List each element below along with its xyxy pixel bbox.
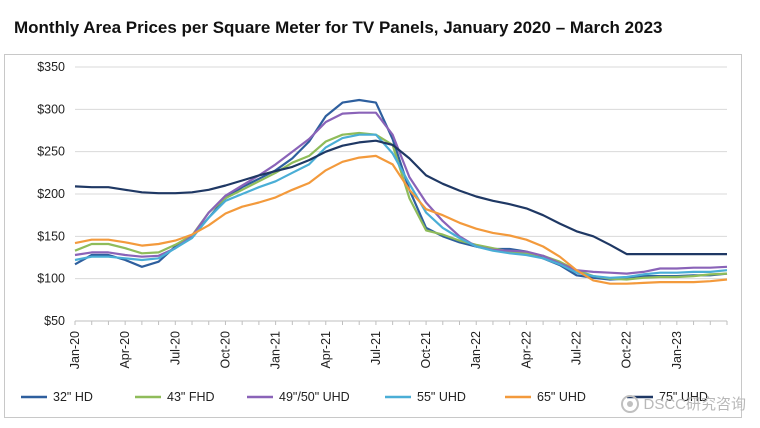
x-tick-label: Apr-22 <box>519 331 533 369</box>
legend-label: 49"/50" UHD <box>279 390 350 404</box>
watermark-text: DSCC研究咨询 <box>643 396 746 413</box>
x-tick-label: Oct-22 <box>620 331 634 369</box>
x-tick-label: Apr-20 <box>118 331 132 369</box>
legend-label: 75" UHD <box>659 390 708 404</box>
legend-label: 32" HD <box>53 390 93 404</box>
legend-label: 55" UHD <box>417 390 466 404</box>
legend-label: 43" FHD <box>167 390 215 404</box>
y-tick-label: $50 <box>44 314 65 328</box>
series-line <box>74 133 728 279</box>
y-tick-label: $150 <box>37 229 65 243</box>
chart-title: Monthly Area Prices per Square Meter for… <box>14 18 663 37</box>
x-tick-label: Oct-21 <box>419 331 433 369</box>
y-tick-label: $350 <box>37 60 65 74</box>
series-line <box>74 131 728 281</box>
x-tick-label: Jan-22 <box>469 331 483 369</box>
x-tick-label: Jul-21 <box>369 331 383 365</box>
y-tick-label: $200 <box>37 187 65 201</box>
wechat-icon <box>621 394 640 413</box>
y-tick-label: $250 <box>37 145 65 159</box>
series-line <box>74 98 728 281</box>
chart-frame: $350 $300 $250 $200 $150 $100 $50 Jan-20 Apr-20 J… <box>4 54 742 418</box>
x-tick-label: Jul-20 <box>168 331 182 365</box>
x-tick-label: Apr-21 <box>319 331 333 369</box>
x-tick-label: Oct-20 <box>218 331 232 369</box>
series-line <box>74 139 727 256</box>
series-line <box>74 154 728 285</box>
x-tick-label: Jan-20 <box>68 331 82 369</box>
y-tick-label: $100 <box>37 272 65 286</box>
x-tick-label: Jul-22 <box>570 331 584 365</box>
x-tick-label: Jan-23 <box>670 331 684 369</box>
y-tick-label: $300 <box>37 102 65 116</box>
legend-label: 65" UHD <box>537 390 586 404</box>
x-tick-label: Jan-21 <box>269 331 283 369</box>
watermark: DSCC研究咨询 <box>621 393 746 414</box>
